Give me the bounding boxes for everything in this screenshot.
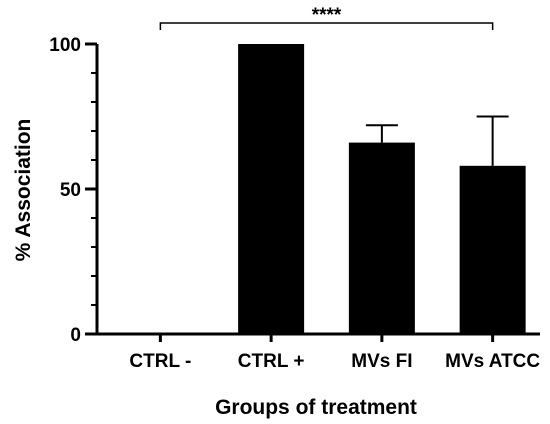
y-axis-title: % Association (12, 119, 35, 262)
x-tick-label: CTRL - (129, 351, 191, 372)
bar (459, 165, 526, 334)
significance-label: **** (312, 5, 342, 26)
bar (348, 142, 415, 334)
error-bars (365, 115, 509, 166)
y-tick-label: 50 (60, 180, 81, 201)
significance-bracket: **** (159, 5, 494, 30)
y-tick-label: 100 (49, 35, 81, 56)
x-tick-label: MVs ATCC (445, 351, 540, 372)
y-axis: 0 50 100 (49, 35, 99, 346)
significance-line (159, 22, 494, 30)
x-axis: CTRL - CTRL + MVs FI MVs ATCC (97, 332, 540, 372)
x-tick-label: CTRL + (238, 351, 305, 372)
x-axis-title: Groups of treatment (215, 396, 417, 419)
bars (238, 44, 526, 334)
bar (238, 44, 305, 334)
x-tick-label: MVs FI (351, 351, 412, 372)
y-tick-label: 0 (70, 325, 81, 346)
